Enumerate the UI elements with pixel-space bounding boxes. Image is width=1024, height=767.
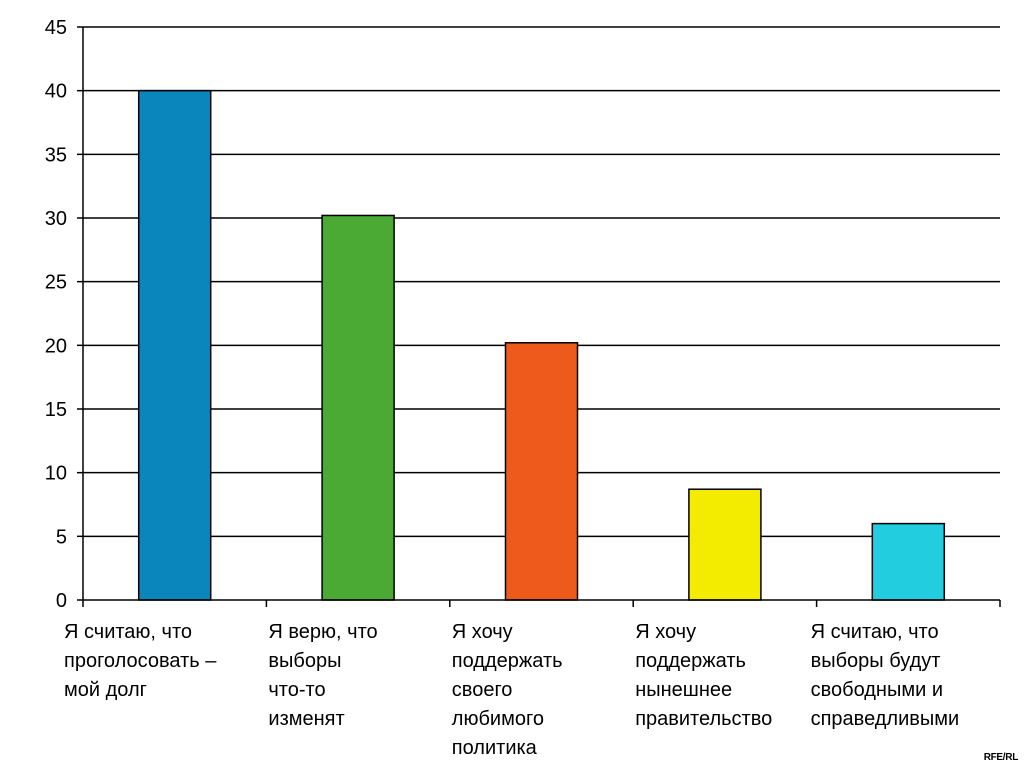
x-category-label-line: своего [452, 679, 513, 701]
x-category-label-line: политика [452, 737, 538, 759]
bar [871, 522, 946, 601]
gridlines [83, 26, 1000, 538]
x-category-label-line: что-то [268, 679, 325, 701]
x-category-label-line: проголосовать – [64, 650, 217, 672]
y-axis-ticks: 0 5 10 15 20 25 30 35 40 45 [45, 17, 83, 612]
y-tick-label: 5 [56, 526, 67, 548]
x-category-label-line: Я считаю, что [64, 621, 192, 643]
bar [137, 89, 212, 601]
x-category-label-line: правительство [635, 708, 772, 730]
x-category-label-line: Я хочу [452, 621, 513, 643]
bars [137, 89, 946, 601]
bar [504, 342, 579, 601]
x-category-label-line: Я верю, что [268, 621, 377, 643]
x-category-label: Я верю, что выборы что-то изменят [268, 621, 377, 730]
y-tick-label: 35 [45, 144, 67, 166]
x-category-label-line: Я хочу [635, 621, 696, 643]
bar [688, 488, 762, 601]
x-category-label-line: любимого [452, 708, 544, 730]
y-tick-label: 30 [45, 208, 67, 230]
y-tick-label: 25 [45, 272, 67, 294]
x-category-label-line: справедливыми [811, 708, 960, 730]
x-category-label: Я считаю, что проголосовать – мой долг [64, 621, 217, 701]
x-category-label-line: выборы [268, 650, 341, 672]
y-tick-label: 10 [45, 463, 67, 485]
x-category-label-line: нынешнее [635, 679, 732, 701]
x-category-label-line: мой долг [64, 679, 147, 701]
x-category-label-line: выборы будут [811, 650, 941, 672]
x-axis-ticks [82, 600, 1001, 607]
x-category-label-line: поддержать [635, 650, 746, 672]
x-category-label: Я хочу поддержать своего любимого политика [452, 621, 563, 759]
y-tick-label: 15 [45, 399, 67, 421]
y-tick-label: 0 [56, 590, 67, 612]
y-tick-label: 45 [45, 17, 67, 39]
x-category-label: Я считаю, что выборы будут свободными и спр… [811, 621, 960, 730]
x-category-label-line: изменят [268, 708, 344, 730]
x-category-label-line: свободными и [811, 679, 943, 701]
x-axis-labels: Я считаю, что проголосовать – мой долг Я ве… [64, 621, 959, 759]
x-category-label: Я хочу поддержать нынешнее правительство [635, 621, 772, 730]
watermark: RFE/RL [983, 752, 1019, 763]
y-tick-label: 20 [45, 335, 67, 357]
bar [321, 214, 395, 601]
x-category-label-line: поддержать [452, 650, 563, 672]
x-category-label-line: Я считаю, что [811, 621, 939, 643]
y-tick-label: 40 [45, 81, 67, 103]
